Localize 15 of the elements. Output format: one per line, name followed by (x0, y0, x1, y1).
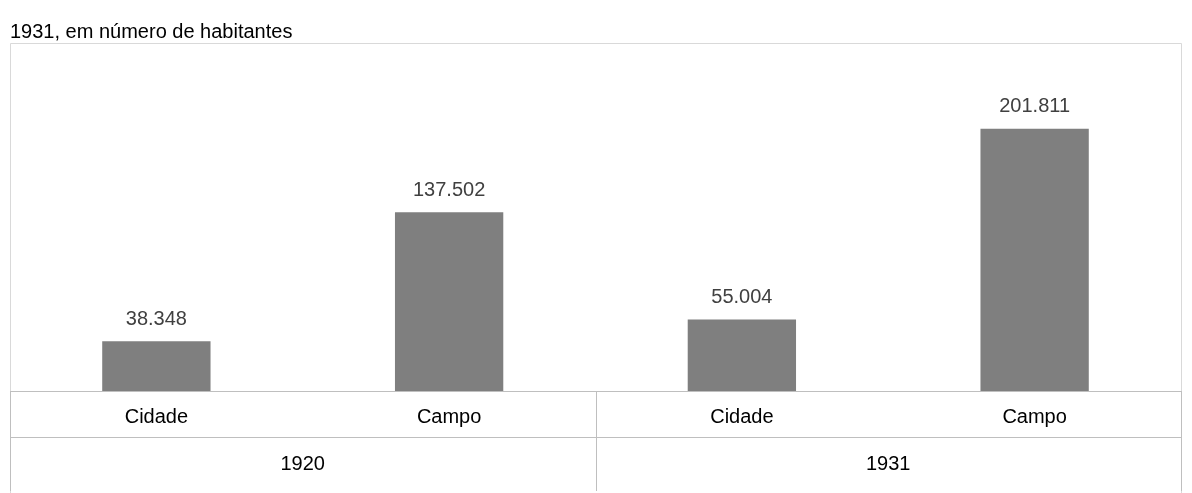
x-tick-label: Cidade (124, 404, 189, 427)
bar (980, 128, 1089, 391)
data-label: 137.502 (412, 177, 486, 200)
bar (102, 341, 211, 391)
text: 1931 (866, 451, 911, 474)
x-tick-label: Campo (1002, 404, 1067, 427)
text: 1920 (280, 451, 325, 474)
bar (394, 212, 504, 391)
chart-title: 1931, em número de habitantes (10, 19, 293, 42)
x-tick-label: Cidade (710, 404, 774, 427)
data-label: 201.811 (999, 94, 1071, 117)
x-tick-label: Campo (416, 404, 482, 427)
bar (687, 319, 797, 391)
data-label: 38.348 (125, 306, 187, 329)
data-label: 55.004 (711, 285, 773, 308)
